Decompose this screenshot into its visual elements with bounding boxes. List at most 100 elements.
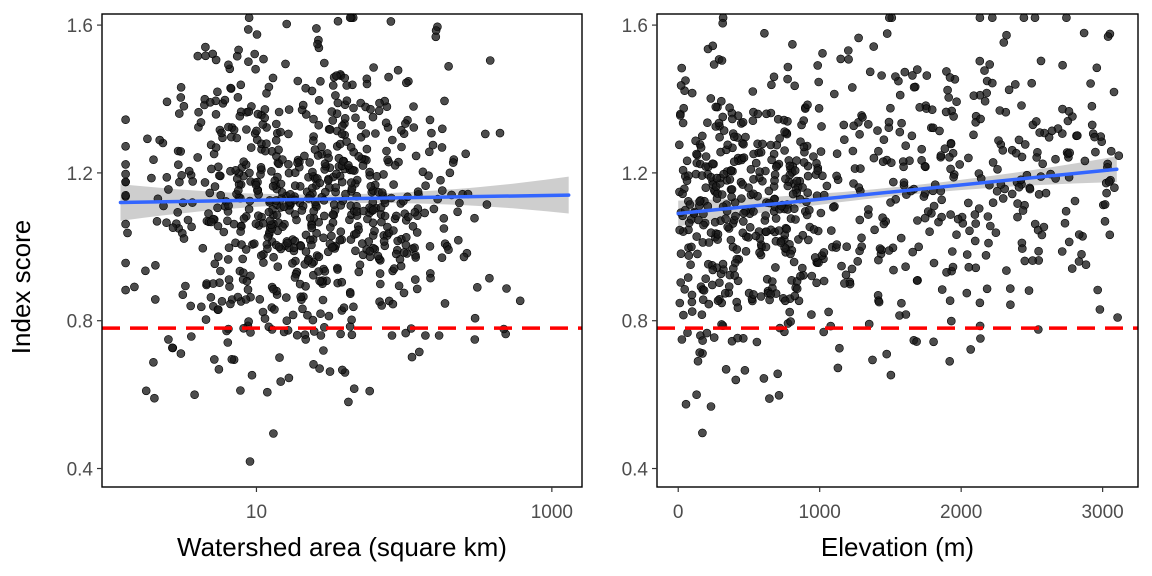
data-point	[201, 51, 210, 61]
data-point	[1091, 147, 1100, 157]
data-point	[675, 111, 685, 120]
shared-y-axis-title: Index score	[6, 220, 36, 354]
data-point	[315, 364, 324, 373]
data-point	[869, 42, 879, 51]
data-point	[758, 139, 767, 149]
data-point	[1018, 206, 1028, 215]
data-point	[298, 304, 307, 314]
y-tick-label: 0.8	[67, 312, 93, 333]
data-point	[401, 233, 411, 242]
data-point	[485, 273, 494, 283]
data-point	[1090, 132, 1099, 142]
data-point	[945, 153, 954, 162]
data-point	[439, 214, 449, 223]
data-point	[264, 207, 274, 217]
data-point	[807, 310, 816, 319]
data-point	[244, 317, 253, 326]
data-point	[284, 160, 293, 169]
data-point	[749, 175, 758, 184]
data-point	[738, 228, 748, 238]
data-point	[701, 183, 711, 192]
data-point	[682, 176, 692, 185]
data-point	[886, 103, 895, 113]
data-point	[799, 142, 809, 152]
data-point	[975, 13, 985, 23]
x-axis-title: Elevation (m)	[821, 532, 974, 562]
data-point	[765, 295, 774, 305]
data-point	[882, 29, 892, 38]
data-point	[692, 232, 702, 241]
data-point	[897, 298, 906, 308]
data-point	[686, 260, 695, 270]
data-point	[1092, 63, 1102, 73]
data-point	[1037, 230, 1047, 240]
data-point	[733, 333, 742, 343]
data-point	[399, 248, 409, 257]
data-point	[143, 134, 152, 144]
data-point	[744, 233, 753, 242]
data-point	[232, 133, 242, 143]
data-point	[803, 171, 813, 181]
data-point	[739, 153, 749, 162]
data-point	[515, 296, 525, 306]
data-point	[269, 429, 278, 438]
data-point	[210, 259, 220, 269]
data-point	[773, 369, 783, 379]
data-point	[316, 309, 325, 319]
data-point	[696, 143, 706, 152]
data-point	[340, 114, 350, 123]
data-point	[262, 89, 271, 98]
data-point	[357, 120, 366, 130]
data-point	[223, 338, 233, 347]
data-point	[1034, 246, 1043, 256]
data-point	[210, 182, 220, 191]
data-point	[394, 281, 404, 291]
data-point	[149, 155, 158, 164]
data-point	[375, 269, 385, 278]
data-point	[1067, 264, 1077, 273]
data-point	[900, 67, 910, 77]
data-point	[833, 363, 843, 373]
data-point	[383, 155, 392, 164]
data-point	[211, 110, 221, 119]
x-tick-label: 1000	[531, 502, 573, 523]
data-point	[1030, 13, 1040, 23]
data-point	[744, 183, 753, 192]
data-point	[226, 166, 235, 176]
data-point	[701, 152, 711, 161]
data-point	[337, 365, 347, 375]
data-point	[1102, 188, 1111, 198]
data-point	[319, 346, 328, 355]
data-point	[749, 290, 758, 299]
x-axis: 0 1000 2000 3000	[673, 487, 1124, 523]
data-point	[271, 136, 281, 145]
data-point	[878, 157, 888, 166]
data-point	[409, 102, 418, 111]
data-point	[829, 89, 839, 99]
data-point	[917, 144, 927, 154]
data-point	[769, 72, 779, 82]
data-point	[335, 235, 345, 245]
data-point	[459, 252, 469, 262]
data-point	[949, 112, 958, 121]
data-point	[250, 239, 259, 248]
data-point	[309, 359, 318, 369]
data-point	[725, 175, 735, 184]
y-axis: 0.4 0.8 1.2 1.6	[622, 16, 657, 481]
data-point	[981, 251, 991, 260]
data-point	[824, 307, 833, 317]
data-point	[260, 113, 270, 123]
data-point	[1113, 313, 1122, 322]
data-point	[349, 103, 358, 113]
data-point	[713, 296, 723, 306]
data-point	[899, 162, 908, 172]
data-point	[770, 176, 779, 185]
data-point	[674, 140, 684, 150]
data-point	[328, 210, 338, 219]
data-point	[262, 387, 272, 397]
data-point	[314, 267, 323, 276]
y-tick-label: 0.8	[622, 312, 648, 333]
data-point	[886, 158, 896, 167]
data-point	[147, 173, 156, 183]
data-point	[391, 211, 401, 221]
